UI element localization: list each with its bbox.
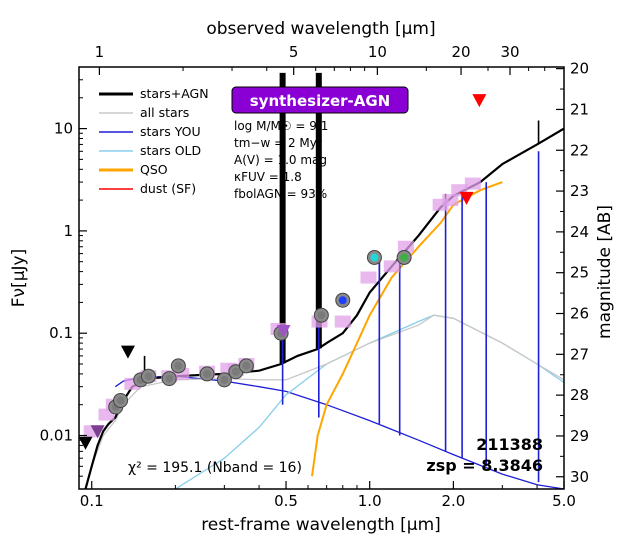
- legend: stars+AGN all stars stars YOU stars OLD QSO d…: [99, 86, 209, 196]
- x2-axis-title: observed wavelength [μm]: [206, 19, 435, 39]
- photometry-point-4: [165, 374, 174, 383]
- x2-tick-label-20: 20: [452, 43, 471, 61]
- param-line-1: tm−w = 2 Myr: [234, 136, 322, 150]
- photometry-point-14: [400, 253, 409, 262]
- y-tick-label-0.01: 0.01: [40, 427, 73, 445]
- photometry-point-3: [144, 372, 153, 381]
- y2-tick-label-24: 24: [570, 223, 589, 241]
- model-photometry-box-13: [334, 315, 351, 328]
- legend-label-4: QSO: [140, 162, 168, 177]
- x2-tick-label-30: 30: [500, 43, 519, 61]
- photometry-point-11: [317, 311, 326, 320]
- model-photometry-box-18: [442, 194, 459, 207]
- photometry-point-7: [220, 375, 229, 384]
- badge: synthesizer-AGN: [231, 86, 409, 114]
- y2-tick-label-22: 22: [570, 141, 589, 159]
- upper-limit-2: [120, 345, 135, 359]
- fit-parameters: log M/M☉ = 9.1 tm−w = 2 Myr A(V) = 1.0 mag…: [234, 119, 328, 201]
- legend-label-2: stars YOU: [140, 124, 201, 139]
- y-axis-title: Fν[μJy]: [9, 249, 29, 307]
- param-line-2: A(V) = 1.0 mag: [234, 153, 327, 167]
- y-tick-label-0.1: 0.1: [49, 324, 73, 342]
- upper-limit-3: [276, 325, 291, 339]
- y2-tick-label-21: 21: [570, 100, 589, 118]
- upper-limit-5: [472, 94, 487, 108]
- model-photometry-box-20: [464, 177, 481, 190]
- model-photometry-box-16: [397, 240, 414, 253]
- legend-label-1: all stars: [140, 105, 189, 120]
- param-line-0: log M/M☉ = 9.1: [234, 119, 328, 133]
- y2-tick-label-26: 26: [570, 305, 589, 323]
- y-tick-label-10: 10: [54, 120, 73, 138]
- plot-frame: [78, 66, 565, 490]
- photometry-point-9: [242, 361, 251, 370]
- x-tick-label-1.0: 1.0: [358, 492, 382, 510]
- x2-tick-label-5: 5: [289, 43, 299, 61]
- legend-label-0: stars+AGN: [140, 86, 209, 101]
- param-line-3: κFUV = 1.8: [234, 170, 302, 184]
- y2-tick-label-20: 20: [570, 60, 589, 78]
- legend-label-5: dust (SF): [140, 181, 196, 196]
- y-tick-label-1: 1: [63, 222, 73, 240]
- x-tick-label-5.0: 5.0: [552, 492, 576, 510]
- y2-axis-title: magnitude [AB]: [595, 205, 615, 339]
- y2-tick-label-27: 27: [570, 345, 589, 363]
- photometry-point-12: [338, 296, 347, 305]
- x-tick-label-0.5: 0.5: [274, 492, 298, 510]
- photometry-point-6: [203, 369, 212, 378]
- photometry-point-1: [116, 396, 125, 405]
- x2-tick-label-1: 1: [95, 43, 105, 61]
- badge-label: synthesizer-AGN: [250, 92, 390, 110]
- object-id: 211388: [476, 435, 543, 454]
- photometry-point-5: [174, 361, 183, 370]
- y2-tick-label-25: 25: [570, 264, 589, 282]
- photometry-point-13: [370, 253, 379, 262]
- chi2-label: χ² = 195.1 (Nband = 16): [128, 460, 302, 476]
- y2-tick-label-23: 23: [570, 182, 589, 200]
- x-axis-title: rest-frame wavelength [μm]: [201, 515, 441, 535]
- y2-tick-label-29: 29: [570, 427, 589, 445]
- upper-limit-4: [459, 191, 474, 205]
- redshift-label: zsp = 8.3846: [426, 456, 543, 475]
- x-tick-label-2.0: 2.0: [441, 492, 465, 510]
- y2-tick-label-28: 28: [570, 386, 589, 404]
- model-photometry-box-15: [383, 260, 400, 273]
- x-tick-label-0.1: 0.1: [80, 492, 104, 510]
- upper-limit-1: [90, 425, 105, 439]
- param-line-4: fbolAGN = 93%: [234, 187, 327, 201]
- photometry-point-8: [231, 367, 240, 376]
- x2-tick-label-10: 10: [368, 43, 387, 61]
- model-photometry-box-14: [360, 271, 377, 284]
- y2-tick-label-30: 30: [570, 468, 589, 486]
- badge-box: [231, 86, 409, 114]
- legend-label-3: stars OLD: [140, 143, 201, 158]
